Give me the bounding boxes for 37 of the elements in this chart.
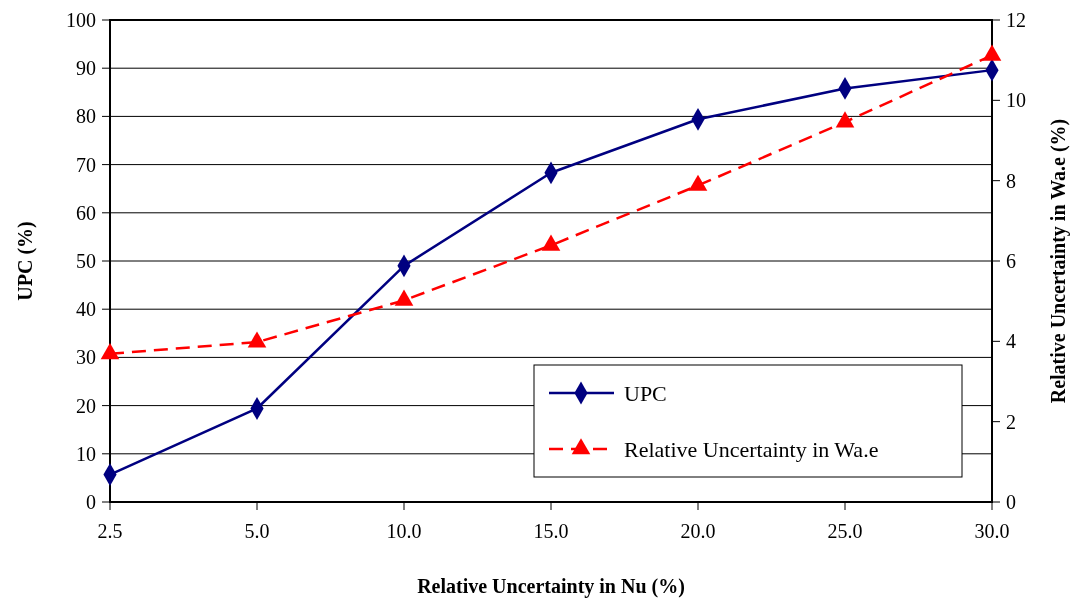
legend-label: UPC xyxy=(624,380,667,406)
point xyxy=(100,343,120,360)
y-tick-label: 40 xyxy=(76,298,96,321)
y-tick-label: 70 xyxy=(76,153,96,176)
y-tick-label: 100 xyxy=(66,9,96,31)
y-tick-label: 30 xyxy=(76,346,96,369)
x-axis-title: Relative Uncertainty in Nu (%) xyxy=(417,575,685,598)
y2-tick-label: 8 xyxy=(1006,169,1016,192)
x-tick-label: 20.0 xyxy=(680,520,716,542)
y-tick-label: 80 xyxy=(76,105,96,128)
legend-label: Relative Uncertainty in Wa.e xyxy=(624,436,879,462)
y-tick-label: 20 xyxy=(76,394,96,417)
y2-tick-label: 0 xyxy=(1006,491,1016,513)
y-tick-label: 90 xyxy=(76,57,96,80)
y2-tick-label: 10 xyxy=(1006,89,1026,112)
y-tick-label: 60 xyxy=(76,201,96,224)
x-tick-label: 5.0 xyxy=(244,520,270,542)
point xyxy=(394,289,414,306)
y-axis-title: UPC (%) xyxy=(14,221,37,301)
point xyxy=(835,111,855,128)
x-tick-label: 2.5 xyxy=(97,520,123,542)
x-tick-label: 30.0 xyxy=(974,520,1010,542)
point xyxy=(688,174,708,191)
y2-tick-label: 6 xyxy=(1006,250,1016,272)
y-tick-label: 50 xyxy=(76,250,96,272)
point xyxy=(247,331,267,348)
y2-tick-label: 12 xyxy=(1006,9,1026,31)
y2-tick-label: 4 xyxy=(1006,330,1016,353)
x-tick-label: 25.0 xyxy=(827,520,863,542)
x-tick-label: 10.0 xyxy=(386,520,422,542)
y2-axis-title: Relative Uncertainty in Wa.e (%) xyxy=(1047,118,1070,404)
y2-tick-label: 2 xyxy=(1006,410,1016,433)
x-tick-label: 15.0 xyxy=(533,520,569,542)
point xyxy=(982,44,1002,61)
point xyxy=(541,234,561,251)
y-tick-label: 0 xyxy=(86,491,96,513)
y-tick-label: 10 xyxy=(76,442,96,465)
